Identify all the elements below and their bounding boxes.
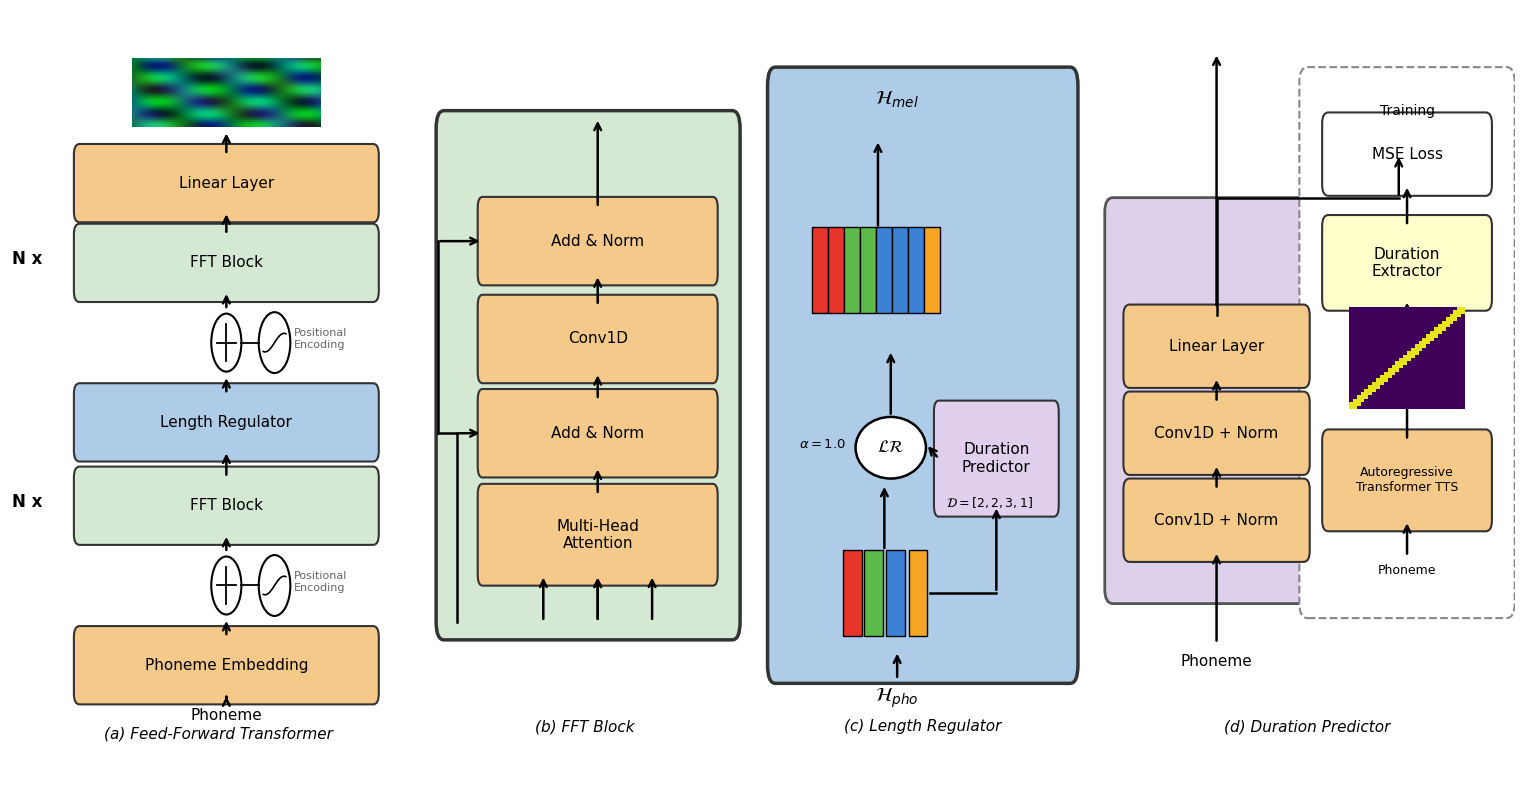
Text: Multi-Head
Attention: Multi-Head Attention [557,519,640,551]
Text: Conv1D + Norm: Conv1D + Norm [1155,513,1279,528]
FancyBboxPatch shape [877,227,892,314]
Text: Length Regulator: Length Regulator [161,414,292,430]
Text: N x: N x [12,493,41,511]
Ellipse shape [855,417,926,478]
FancyBboxPatch shape [864,549,883,636]
Text: (a) Feed-Forward Transformer: (a) Feed-Forward Transformer [104,727,334,742]
FancyBboxPatch shape [1123,392,1310,475]
FancyBboxPatch shape [909,549,927,636]
FancyBboxPatch shape [860,227,877,314]
FancyBboxPatch shape [477,484,718,585]
FancyBboxPatch shape [933,400,1059,517]
FancyBboxPatch shape [73,626,379,704]
Text: Phoneme Embedding: Phoneme Embedding [145,658,308,673]
FancyBboxPatch shape [73,224,379,302]
Text: Duration
Extractor: Duration Extractor [1372,247,1443,279]
Text: Add & Norm: Add & Norm [551,233,644,249]
FancyBboxPatch shape [1123,304,1310,388]
Text: Autoregressive
Transformer TTS: Autoregressive Transformer TTS [1356,466,1458,494]
FancyBboxPatch shape [828,227,845,314]
Text: $\alpha = 1.0$: $\alpha = 1.0$ [799,437,846,451]
Text: Conv1D: Conv1D [568,332,627,347]
FancyBboxPatch shape [477,389,718,478]
Text: N x: N x [12,251,41,268]
FancyBboxPatch shape [1123,478,1310,562]
Text: MSE Loss: MSE Loss [1371,147,1443,162]
FancyBboxPatch shape [73,383,379,462]
FancyBboxPatch shape [1299,67,1515,618]
Text: Positional
Encoding: Positional Encoding [294,328,347,350]
Text: $\mathcal{D}=[2,2,3,1]$: $\mathcal{D}=[2,2,3,1]$ [947,495,1033,510]
Text: $\mathcal{H}_{pho}$: $\mathcal{H}_{pho}$ [875,686,920,710]
FancyBboxPatch shape [768,67,1079,683]
Text: Phoneme: Phoneme [1379,564,1437,578]
Text: Linear Layer: Linear Layer [179,176,274,191]
FancyBboxPatch shape [477,197,718,285]
FancyBboxPatch shape [843,549,861,636]
Text: Positional
Encoding: Positional Encoding [294,571,347,593]
FancyBboxPatch shape [436,110,741,640]
Text: $\mathcal{H}_{mel}$: $\mathcal{H}_{mel}$ [875,90,920,110]
FancyBboxPatch shape [886,549,906,636]
Text: Phoneme: Phoneme [1181,654,1253,669]
FancyBboxPatch shape [892,227,909,314]
Text: FFT Block: FFT Block [190,498,263,513]
Text: Add & Norm: Add & Norm [551,426,644,440]
FancyBboxPatch shape [845,227,860,314]
FancyBboxPatch shape [1322,215,1492,310]
FancyBboxPatch shape [924,227,941,314]
FancyBboxPatch shape [1322,429,1492,531]
Text: Phoneme: Phoneme [190,708,262,723]
Text: Linear Layer: Linear Layer [1169,339,1264,354]
Text: Conv1D + Norm: Conv1D + Norm [1155,426,1279,440]
FancyBboxPatch shape [73,466,379,545]
FancyBboxPatch shape [1322,113,1492,196]
Text: Duration
Predictor: Duration Predictor [962,442,1031,475]
FancyBboxPatch shape [1105,198,1328,604]
Text: (d) Duration Predictor: (d) Duration Predictor [1224,719,1391,734]
Text: Training: Training [1380,104,1435,117]
FancyBboxPatch shape [909,227,924,314]
Text: (b) FFT Block: (b) FFT Block [536,719,635,734]
FancyBboxPatch shape [477,295,718,383]
Text: (c) Length Regulator: (c) Length Regulator [845,719,1002,734]
FancyBboxPatch shape [812,227,828,314]
Text: $\mathcal{LR}$: $\mathcal{LR}$ [877,439,904,456]
Text: FFT Block: FFT Block [190,255,263,270]
FancyBboxPatch shape [73,144,379,222]
